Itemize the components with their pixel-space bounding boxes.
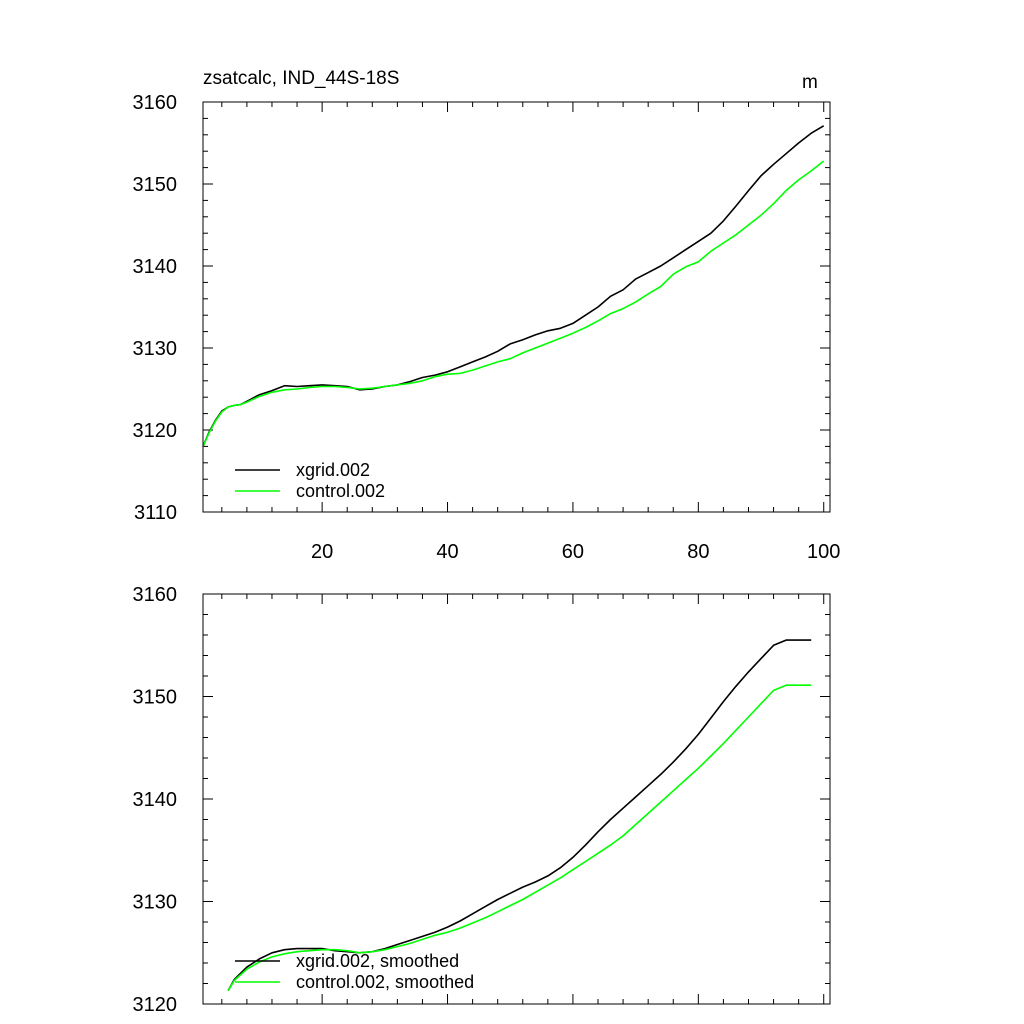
bottom-plot-frame: [202, 593, 831, 1005]
legend-label-control-smoothed: control.002, smoothed: [296, 972, 474, 992]
y-tick-label: 3150: [133, 687, 178, 709]
bottom-series-lines: [227, 639, 812, 992]
y-tick-label: 3160: [133, 92, 178, 114]
x-tick-label: 100: [807, 541, 840, 563]
bottom-series-line-control: [227, 684, 812, 992]
y-tick-label: 3120: [133, 994, 178, 1016]
legend-label-xgrid-smoothed: xgrid.002, smoothed: [296, 951, 459, 971]
x-tick-label: 60: [562, 541, 584, 563]
top-axis-ticks: [203, 101, 830, 513]
chart-title: zsatcalc, IND_44S-18S: [203, 68, 399, 89]
bottom-axis-ticks: [203, 593, 830, 1005]
top-series-line-xgrid: [202, 125, 825, 447]
top-plot-frame: [202, 101, 831, 513]
bottom-y-tick-labels: 3120 3130 3140 3150 3160: [133, 584, 178, 1016]
top-series-line-control: [202, 160, 825, 447]
y-tick-label: 3150: [133, 174, 178, 196]
legend-label-xgrid: xgrid.002: [296, 460, 370, 480]
y-tick-label: 3110: [134, 502, 177, 524]
y-tick-label: 3130: [133, 338, 178, 360]
bottom-legend: xgrid.002, smoothed control.002, smoothe…: [235, 951, 474, 992]
y-tick-label: 3130: [133, 892, 178, 914]
top-series-lines: [202, 125, 825, 447]
legend-label-control: control.002: [296, 481, 385, 501]
y-tick-label: 3120: [133, 420, 178, 442]
y-tick-label: 3140: [133, 256, 178, 278]
y-tick-label: 3140: [133, 789, 178, 811]
units-label: m: [802, 72, 818, 93]
x-tick-label: 40: [436, 541, 458, 563]
top-panel: zsatcalc, IND_44S-18S m 20 40 60 80 100 3110…: [133, 68, 841, 563]
top-x-tick-labels: 20 40 60 80 100: [311, 541, 840, 563]
x-tick-label: 80: [687, 541, 709, 563]
x-tick-label: 20: [311, 541, 333, 563]
top-y-tick-labels: 3110 3120 3130 3140 3150 3160: [133, 92, 178, 524]
top-legend: xgrid.002 control.002: [235, 460, 385, 501]
bottom-series-line-xgrid: [227, 639, 812, 992]
bottom-panel: 3120 3130 3140 3150 3160 xgrid.002, smoothed…: [133, 584, 831, 1016]
y-tick-label: 3160: [133, 584, 178, 606]
